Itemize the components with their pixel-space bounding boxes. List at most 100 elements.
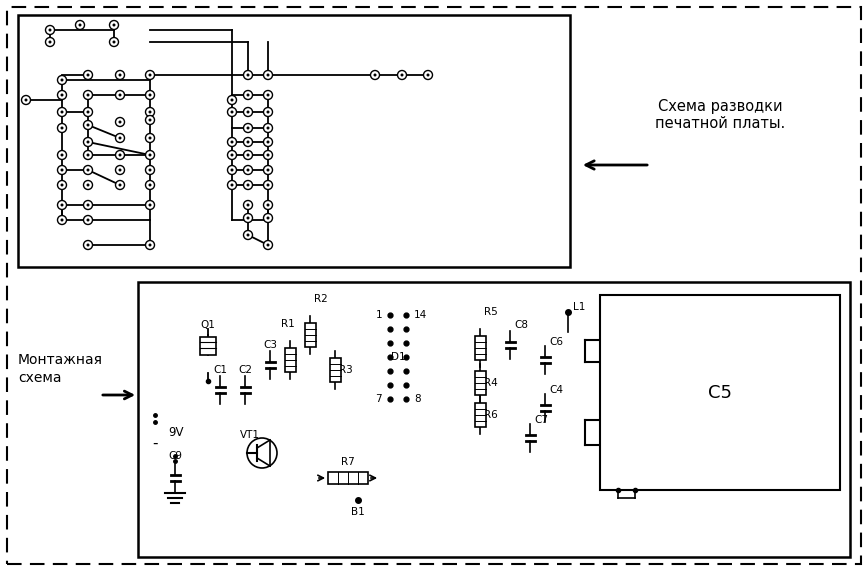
Circle shape <box>146 151 155 159</box>
Bar <box>600 295 840 490</box>
Circle shape <box>266 203 269 207</box>
Circle shape <box>57 151 67 159</box>
Text: 8: 8 <box>414 394 421 404</box>
Text: C1: C1 <box>213 365 227 375</box>
Circle shape <box>148 136 152 139</box>
Circle shape <box>119 120 122 123</box>
Circle shape <box>247 94 249 96</box>
Circle shape <box>119 154 122 156</box>
Circle shape <box>24 99 28 102</box>
Circle shape <box>83 166 93 175</box>
Text: R4: R4 <box>484 378 497 388</box>
Circle shape <box>231 111 233 114</box>
Text: R1: R1 <box>281 319 295 329</box>
Text: C7: C7 <box>534 415 548 425</box>
Circle shape <box>247 111 249 114</box>
Circle shape <box>119 94 122 96</box>
Circle shape <box>266 74 269 77</box>
Circle shape <box>231 99 233 102</box>
Circle shape <box>148 243 152 247</box>
Circle shape <box>87 74 89 77</box>
Text: C4: C4 <box>549 385 563 395</box>
Circle shape <box>247 168 249 171</box>
Text: D1: D1 <box>391 352 405 362</box>
Circle shape <box>87 111 89 114</box>
Circle shape <box>76 21 84 30</box>
Circle shape <box>244 90 253 99</box>
Circle shape <box>247 183 249 187</box>
Circle shape <box>227 151 236 159</box>
Text: 9V: 9V <box>168 425 183 439</box>
Circle shape <box>115 134 124 143</box>
Circle shape <box>49 29 51 31</box>
Circle shape <box>266 183 269 187</box>
Circle shape <box>87 219 89 222</box>
Text: R5: R5 <box>484 307 497 317</box>
Circle shape <box>83 107 93 116</box>
Circle shape <box>146 90 155 99</box>
Circle shape <box>57 75 67 85</box>
Bar <box>475 371 485 395</box>
Circle shape <box>109 38 119 46</box>
Circle shape <box>247 234 249 236</box>
Circle shape <box>146 107 155 116</box>
Circle shape <box>87 203 89 207</box>
Circle shape <box>244 107 253 116</box>
Bar <box>328 472 368 484</box>
Circle shape <box>146 134 155 143</box>
Circle shape <box>373 74 377 77</box>
Text: R2: R2 <box>314 294 328 304</box>
Circle shape <box>57 107 67 116</box>
Circle shape <box>119 136 122 139</box>
Circle shape <box>115 151 124 159</box>
Text: B1: B1 <box>352 507 365 517</box>
Circle shape <box>45 26 55 34</box>
Text: VT1: VT1 <box>240 430 260 440</box>
Circle shape <box>244 123 253 132</box>
Circle shape <box>148 154 152 156</box>
Circle shape <box>115 166 124 175</box>
Circle shape <box>57 166 67 175</box>
Circle shape <box>264 200 273 210</box>
Text: L1: L1 <box>573 302 585 312</box>
Circle shape <box>83 70 93 79</box>
Bar <box>200 337 216 355</box>
Circle shape <box>83 215 93 224</box>
Circle shape <box>87 168 89 171</box>
Circle shape <box>227 180 236 190</box>
Circle shape <box>424 70 432 79</box>
Circle shape <box>83 120 93 130</box>
Circle shape <box>266 243 269 247</box>
Circle shape <box>244 200 253 210</box>
Text: Монтажная: Монтажная <box>18 353 103 367</box>
Circle shape <box>146 180 155 190</box>
Text: C9: C9 <box>168 451 182 461</box>
Circle shape <box>83 138 93 147</box>
Circle shape <box>119 168 122 171</box>
Circle shape <box>61 78 63 82</box>
Circle shape <box>266 168 269 171</box>
Circle shape <box>148 119 152 122</box>
Circle shape <box>113 23 115 26</box>
Circle shape <box>87 154 89 156</box>
Text: -: - <box>152 436 158 451</box>
Circle shape <box>87 94 89 96</box>
Circle shape <box>146 166 155 175</box>
Circle shape <box>148 183 152 187</box>
Circle shape <box>61 154 63 156</box>
Circle shape <box>244 214 253 223</box>
Bar <box>138 282 850 557</box>
Circle shape <box>61 203 63 207</box>
Circle shape <box>231 154 233 156</box>
Circle shape <box>146 200 155 210</box>
Circle shape <box>371 70 379 79</box>
Circle shape <box>61 94 63 96</box>
Circle shape <box>247 203 249 207</box>
Circle shape <box>87 183 89 187</box>
Circle shape <box>87 123 89 127</box>
Circle shape <box>398 70 406 79</box>
Circle shape <box>244 231 253 239</box>
Circle shape <box>264 138 273 147</box>
Circle shape <box>244 166 253 175</box>
Circle shape <box>49 41 51 43</box>
